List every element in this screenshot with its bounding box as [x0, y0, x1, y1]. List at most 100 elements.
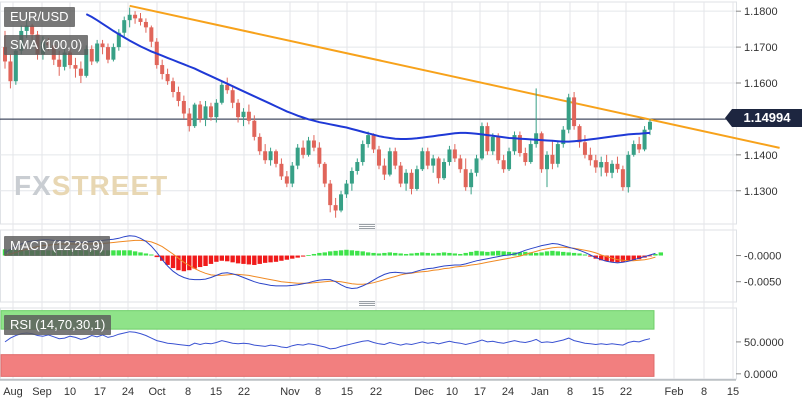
macd-histogram-bar — [165, 255, 170, 265]
pair-label[interactable]: EUR/USD — [4, 7, 75, 27]
candle-body — [322, 163, 327, 184]
candle — [371, 133, 376, 154]
candle-body — [279, 163, 284, 177]
macd-histogram-bar — [214, 255, 219, 262]
candle-body — [122, 20, 127, 33]
macd-histogram-bar — [544, 251, 550, 256]
macd-histogram-bar — [436, 252, 441, 256]
candle — [425, 147, 430, 170]
macd-histogram-bar — [306, 255, 311, 256]
candle — [376, 145, 381, 170]
candle — [171, 77, 176, 98]
macd-histogram-bar — [474, 250, 479, 256]
candle-layer — [3, 7, 652, 218]
macd-histogram-bar — [490, 251, 495, 256]
macd-histogram-bar — [252, 255, 257, 265]
macd-y-tick-label: -0.0050 — [744, 277, 781, 289]
candle — [203, 100, 208, 127]
candle — [138, 12, 143, 26]
candle-body — [479, 126, 484, 159]
candle — [122, 16, 127, 37]
macd-histogram-bar — [566, 252, 571, 256]
macd-histogram-bar — [615, 255, 620, 263]
macd-histogram-bar — [604, 255, 609, 262]
x-tick-label: 15 — [341, 386, 353, 398]
candle-body — [219, 84, 224, 103]
macd-histogram-bar — [344, 249, 349, 256]
macd-histogram-bar — [208, 255, 214, 264]
candle — [615, 156, 620, 173]
macd-label[interactable]: MACD (12,26,9) — [4, 236, 110, 256]
candle — [599, 156, 604, 177]
macd-histogram-bar — [420, 252, 425, 256]
candle — [301, 140, 306, 159]
macd-histogram-bar — [441, 252, 447, 256]
macd-histogram-bar — [458, 253, 463, 256]
rsi-label[interactable]: RSI (14,70,30,1) — [4, 315, 112, 335]
candle-body — [187, 113, 192, 127]
candle — [165, 68, 170, 85]
candle-body — [290, 165, 295, 184]
macd-histogram-bar — [398, 253, 403, 256]
candle — [290, 162, 295, 188]
candle-body — [73, 65, 78, 69]
macd-histogram-bar — [159, 255, 165, 261]
candle-body — [572, 97, 577, 127]
macd-histogram-bar — [539, 252, 544, 256]
candle-body — [317, 147, 322, 164]
macd-histogram-bar — [382, 252, 387, 256]
candle-body — [295, 147, 300, 166]
candle-body — [501, 160, 506, 170]
sma-label[interactable]: SMA (100,0) — [4, 35, 89, 55]
candle — [420, 147, 425, 172]
macd-histogram-bar — [149, 254, 154, 256]
candle-body — [306, 140, 311, 155]
candle-body — [534, 133, 539, 145]
candle — [512, 131, 517, 155]
macd-histogram-bar — [311, 253, 317, 256]
candle — [631, 140, 636, 157]
macd-histogram-bar — [387, 252, 393, 256]
macd-histogram-bar — [257, 255, 262, 264]
macd-histogram-bar — [653, 253, 658, 256]
rsi-line — [4, 331, 651, 350]
candle-body — [637, 144, 642, 150]
candle-body — [301, 147, 306, 155]
pane-splitter-macd[interactable] — [359, 224, 375, 229]
candle-body — [203, 106, 208, 119]
macd-histogram-bar — [620, 255, 626, 262]
candle — [274, 149, 278, 168]
pane-splitter-rsi[interactable] — [359, 301, 375, 306]
candle-body — [642, 129, 647, 150]
candle — [593, 154, 598, 173]
candle-body — [458, 158, 463, 170]
macd-histogram-bar — [631, 255, 636, 261]
candle-body — [246, 111, 251, 121]
rsi-layer — [4, 331, 651, 350]
macd-histogram-bar — [447, 252, 452, 256]
candle — [582, 135, 587, 159]
macd-histogram-bar — [636, 255, 642, 260]
candle-body — [485, 126, 490, 152]
candle-body — [610, 163, 615, 173]
candle-body — [30, 25, 35, 35]
price-y-tick-label: 1.1700 — [744, 42, 778, 54]
macd-histogram-bar — [349, 250, 355, 256]
macd-histogram-bar — [132, 251, 138, 256]
macd-histogram-bar — [533, 252, 539, 256]
x-tick-label: 17 — [474, 386, 486, 398]
macd-histogram-bar — [181, 255, 187, 272]
rsi-oversold-zone — [0, 354, 655, 377]
macd-histogram-bar — [376, 253, 382, 256]
macd-histogram-bar — [577, 253, 582, 256]
candle — [176, 86, 181, 107]
price-y-tick-label: 1.1400 — [744, 150, 778, 162]
macd-histogram-bar — [111, 250, 116, 256]
candle — [8, 54, 13, 89]
candle — [78, 61, 83, 84]
candle — [322, 162, 327, 188]
candle-body — [604, 162, 609, 173]
macd-histogram-bar — [658, 252, 664, 256]
x-tick-label: 24 — [122, 386, 134, 398]
candle — [241, 108, 246, 127]
